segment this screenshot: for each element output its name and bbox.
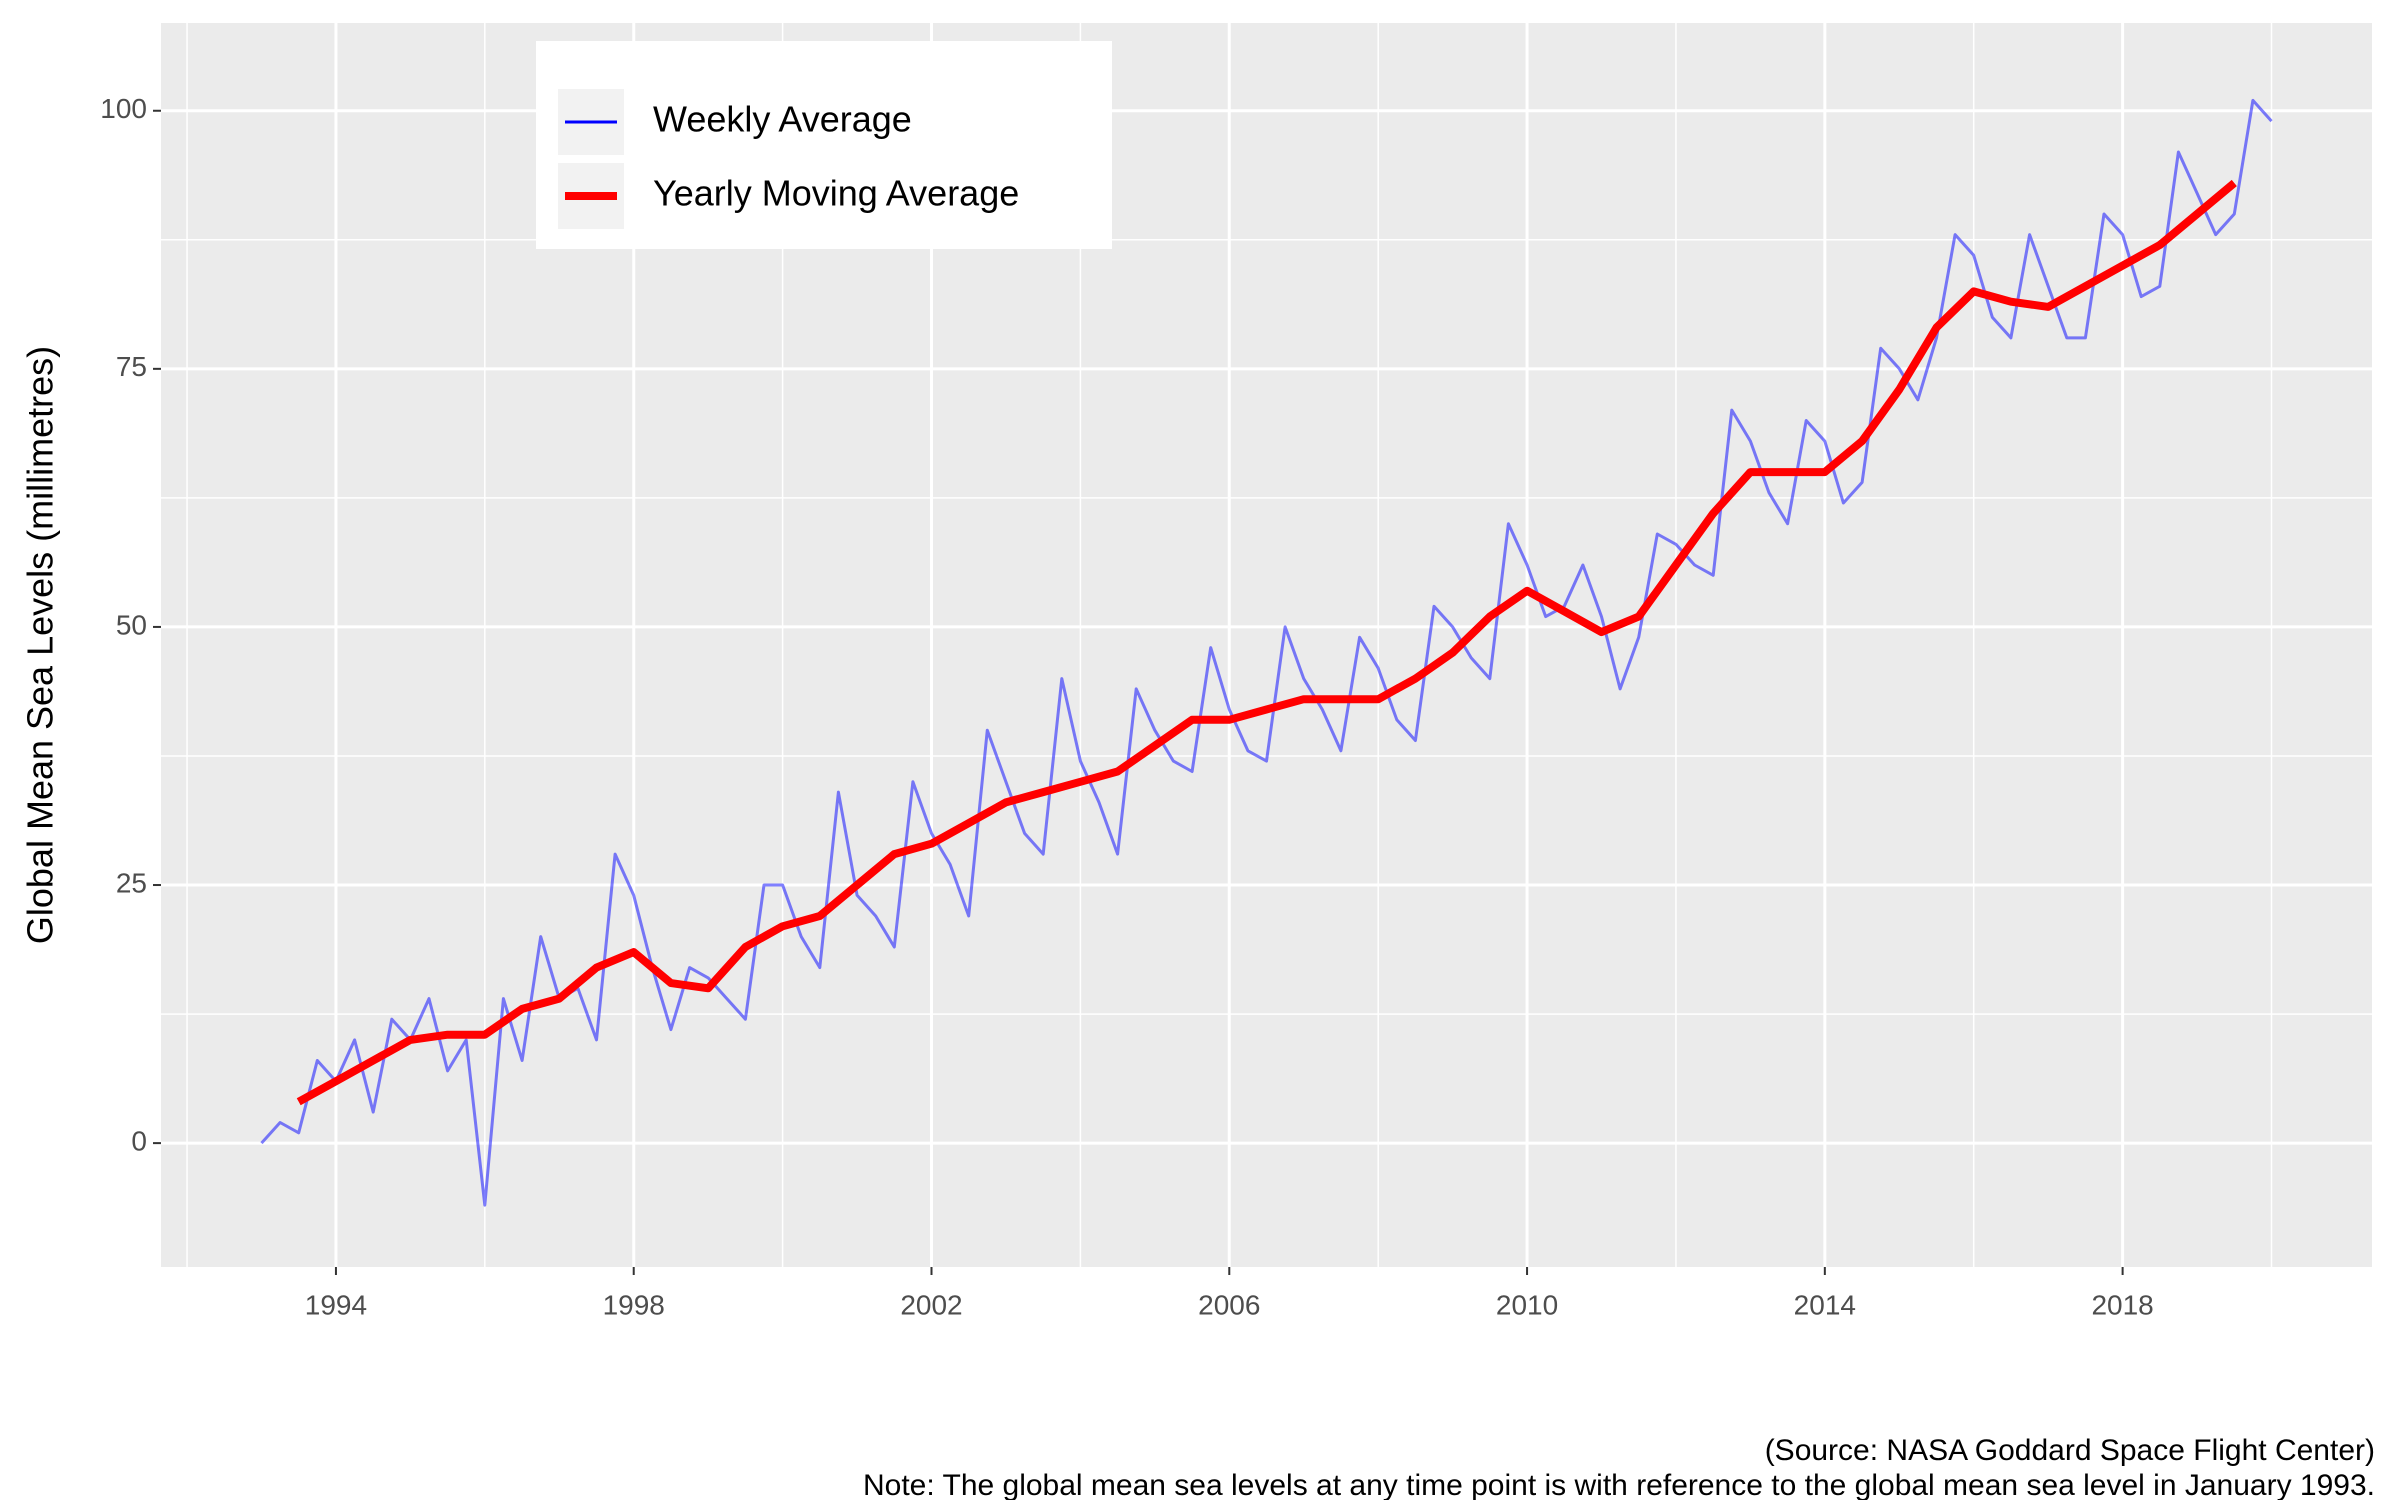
x-tick-label: 2014 [1794,1289,1856,1320]
y-tick-label: 0 [131,1126,147,1157]
y-axis-title: Global Mean Sea Levels (millimetres) [20,346,61,944]
y-tick-label: 25 [116,867,147,898]
caption: Note: The global mean sea levels at any … [863,1469,2375,1500]
series-line [260,98,2273,1207]
y-tick-label: 75 [116,351,147,382]
x-tick-label: 2010 [1496,1289,1558,1320]
x-tick-label: 2006 [1198,1289,1260,1320]
plot-background [161,23,2372,1267]
caption: (Source: NASA Goddard Space Flight Cente… [1765,1434,2375,1467]
x-tick-label: 1994 [305,1289,367,1320]
x-tick-label: 1998 [603,1289,665,1320]
legend-label: Yearly Moving Average [653,173,1019,214]
legend-box [536,41,1112,249]
y-tick-label: 100 [100,93,147,124]
x-tick-label: 2002 [900,1289,962,1320]
y-tick-label: 50 [116,609,147,640]
legend-label: Weekly Average [653,99,912,140]
x-tick-label: 2018 [2091,1289,2153,1320]
series-line [296,179,2237,1106]
